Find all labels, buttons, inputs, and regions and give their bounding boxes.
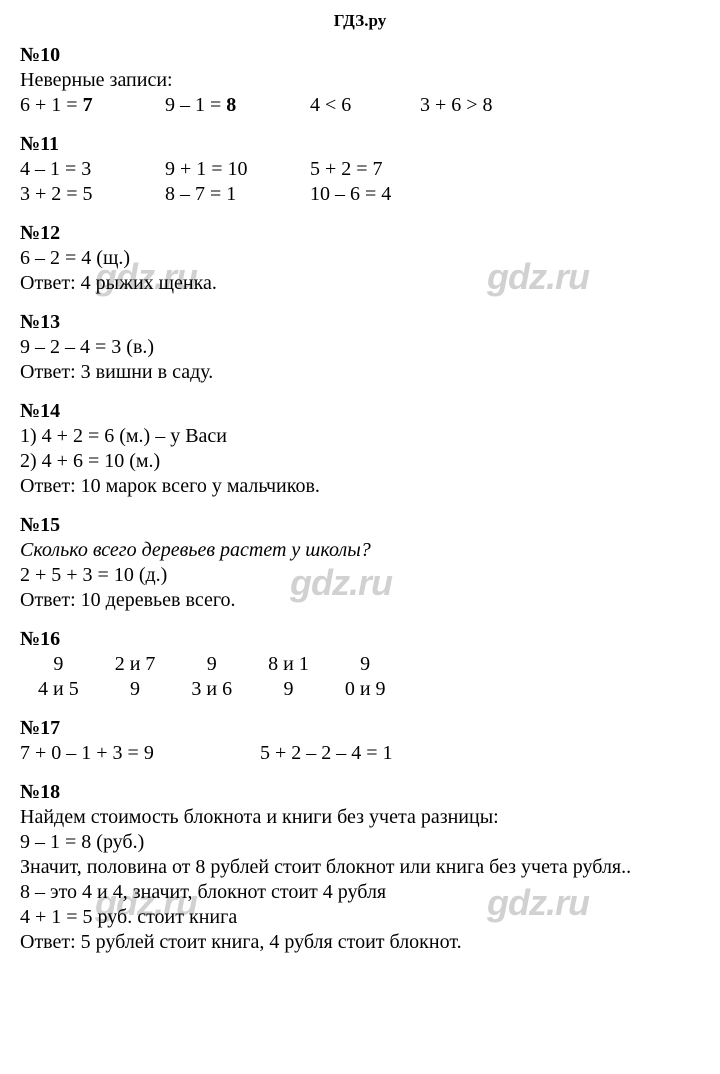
- txt-bold: 8: [226, 94, 236, 116]
- eq-cell: 7 + 0 – 1 + 3 = 9: [20, 741, 260, 766]
- task-question: Сколько всего деревьев растет у школы?: [20, 538, 700, 563]
- table-cell: 0 и 9: [327, 677, 404, 702]
- task-14: №14 1) 4 + 2 = 6 (м.) – у Васи 2) 4 + 6 …: [20, 399, 700, 499]
- task-answer: Ответ: 3 вишни в саду.: [20, 360, 700, 385]
- table-cell: 9: [97, 677, 174, 702]
- task-num: №18: [20, 780, 700, 805]
- task-11: №11 4 – 1 = 3 9 + 1 = 10 5 + 2 = 7 3 + 2…: [20, 132, 700, 207]
- table-cell: 8 и 1: [250, 652, 327, 677]
- task-line: 1) 4 + 2 = 6 (м.) – у Васи: [20, 424, 700, 449]
- txt-bold: 7: [83, 94, 93, 116]
- eq-cell: 3 + 2 = 5: [20, 182, 165, 207]
- eq-cell: 5 + 2 = 7: [310, 157, 455, 182]
- task-row: 4 – 1 = 3 9 + 1 = 10 5 + 2 = 7: [20, 157, 700, 182]
- task-row: 7 + 0 – 1 + 3 = 9 5 + 2 – 2 – 4 = 1: [20, 741, 700, 766]
- task-num: №15: [20, 513, 700, 538]
- task-line: 2 + 5 + 3 = 10 (д.): [20, 563, 700, 588]
- task-line: Найдем стоимость блокнота и книги без уч…: [20, 805, 700, 830]
- task-row: 6 + 1 = 7 9 – 1 = 8 4 < 6 3 + 6 > 8: [20, 93, 700, 118]
- page-content: ГДЗ.ру №10 Неверные записи: 6 + 1 = 7 9 …: [0, 0, 720, 979]
- task-answer: Ответ: 10 марок всего у мальчиков.: [20, 474, 700, 499]
- eq-cell: 6 + 1 = 7: [20, 93, 165, 118]
- page-header: ГДЗ.ру: [20, 10, 700, 31]
- task-label: Неверные записи:: [20, 68, 700, 93]
- eq-cell: 9 + 1 = 10: [165, 157, 310, 182]
- table-cell: 2 и 7: [97, 652, 174, 677]
- task-num: №12: [20, 221, 700, 246]
- task-num: №17: [20, 716, 700, 741]
- table-cell: 9: [20, 652, 97, 677]
- task-line: 9 – 2 – 4 = 3 (в.): [20, 335, 700, 360]
- table-row: 4 и 5 9 3 и 6 9 0 и 9: [20, 677, 404, 702]
- task-num: №13: [20, 310, 700, 335]
- table-cell: 9: [250, 677, 327, 702]
- task-line: Значит, половина от 8 рублей стоит блокн…: [20, 855, 700, 880]
- task-row: 3 + 2 = 5 8 – 7 = 1 10 – 6 = 4: [20, 182, 700, 207]
- table-cell: 3 и 6: [173, 677, 250, 702]
- eq-cell: 4 < 6: [310, 93, 420, 118]
- eq-cell: 8 – 7 = 1: [165, 182, 310, 207]
- task-answer: Ответ: 5 рублей стоит книга, 4 рубля сто…: [20, 930, 700, 955]
- task-answer: Ответ: 4 рыжих щенка.: [20, 271, 700, 296]
- task-num: №10: [20, 43, 700, 68]
- task-line: 4 + 1 = 5 руб. стоит книга: [20, 905, 700, 930]
- task-num: №16: [20, 627, 700, 652]
- task-line: 9 – 1 = 8 (руб.): [20, 830, 700, 855]
- eq-cell: 3 + 6 > 8: [420, 93, 530, 118]
- table-row: 9 2 и 7 9 8 и 1 9: [20, 652, 404, 677]
- txt: 9 – 1 =: [165, 94, 226, 116]
- task-num: №14: [20, 399, 700, 424]
- eq-cell: 5 + 2 – 2 – 4 = 1: [260, 741, 500, 766]
- table-cell: 9: [327, 652, 404, 677]
- task-answer: Ответ: 10 деревьев всего.: [20, 588, 700, 613]
- task-line: 6 – 2 = 4 (щ.): [20, 246, 700, 271]
- task-num: №11: [20, 132, 700, 157]
- task-18: №18 Найдем стоимость блокнота и книги бе…: [20, 780, 700, 955]
- task-12: №12 6 – 2 = 4 (щ.) Ответ: 4 рыжих щенка.: [20, 221, 700, 296]
- txt: 6 + 1 =: [20, 94, 83, 116]
- task-13: №13 9 – 2 – 4 = 3 (в.) Ответ: 3 вишни в …: [20, 310, 700, 385]
- table-cell: 9: [173, 652, 250, 677]
- task-table: 9 2 и 7 9 8 и 1 9 4 и 5 9 3 и 6 9 0 и 9: [20, 652, 404, 702]
- table-cell: 4 и 5: [20, 677, 97, 702]
- task-17: №17 7 + 0 – 1 + 3 = 9 5 + 2 – 2 – 4 = 1: [20, 716, 700, 766]
- eq-cell: 9 – 1 = 8: [165, 93, 310, 118]
- eq-cell: 4 – 1 = 3: [20, 157, 165, 182]
- task-line: 2) 4 + 6 = 10 (м.): [20, 449, 700, 474]
- task-16: №16 9 2 и 7 9 8 и 1 9 4 и 5 9 3 и 6 9 0 …: [20, 627, 700, 702]
- task-10: №10 Неверные записи: 6 + 1 = 7 9 – 1 = 8…: [20, 43, 700, 118]
- eq-cell: 10 – 6 = 4: [310, 182, 455, 207]
- task-line: 8 – это 4 и 4, значит, блокнот стоит 4 р…: [20, 880, 700, 905]
- task-15: №15 Сколько всего деревьев растет у школ…: [20, 513, 700, 613]
